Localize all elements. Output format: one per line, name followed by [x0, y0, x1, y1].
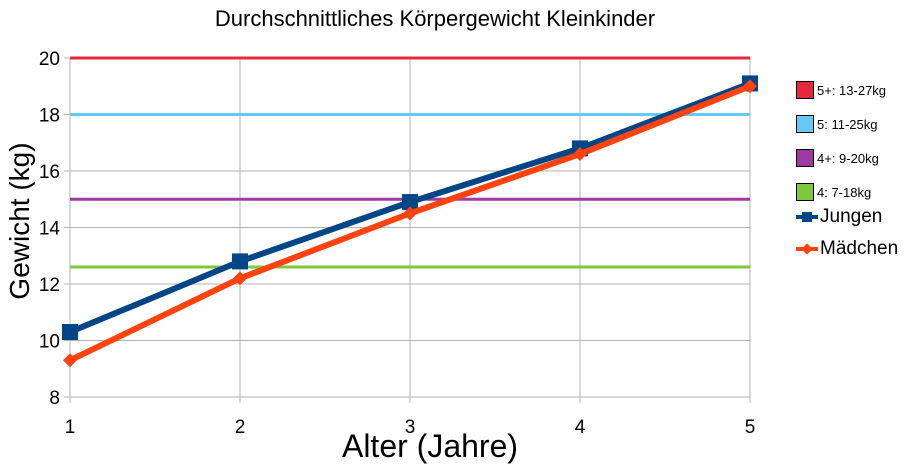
legend-item-ref-3: 4: 7-18kg — [796, 180, 910, 204]
legend-item-ref-0: 5+: 13-27kg — [796, 78, 910, 102]
legend-label: Jungen — [820, 206, 883, 227]
x-tick-label: 1 — [65, 417, 76, 438]
data-point — [233, 271, 247, 286]
data-point — [232, 253, 248, 270]
data-point — [743, 79, 757, 94]
y-tick-label: 20 — [39, 49, 60, 70]
legend-swatch — [796, 115, 814, 133]
data-point — [573, 147, 587, 162]
data-point — [62, 324, 78, 341]
chart-title: Durchschnittliches Körpergewicht Kleinki… — [214, 6, 656, 31]
legend-label: 5+: 13-27kg — [817, 82, 887, 98]
y-tick-label: 10 — [39, 332, 60, 353]
legend-item-series-1: Mädchen — [796, 236, 910, 262]
y-tick-label: 18 — [39, 106, 60, 127]
legend-swatch — [796, 149, 814, 167]
x-axis-label: Alter (Jahre) — [341, 428, 519, 464]
y-tick-label: 8 — [49, 388, 60, 409]
legend-swatch — [796, 81, 814, 99]
legend-line-marker — [796, 241, 818, 257]
x-tick-label: 3 — [405, 417, 416, 438]
legend-label: 4+: 9-20kg — [817, 150, 879, 166]
data-point — [403, 206, 417, 221]
legend-swatch — [796, 183, 814, 201]
y-tick-label: 12 — [39, 275, 60, 296]
legend-item-ref-2: 4+: 9-20kg — [796, 146, 910, 170]
legend-label: 4: 7-18kg — [817, 184, 872, 200]
y-axis-label: Gewicht (kg) — [4, 142, 35, 300]
legend: 5+: 13-27kg 5: 11-25kg 4+: 9-20kg 4: 7-1… — [796, 78, 910, 268]
x-tick-label: 4 — [575, 417, 586, 438]
legend-item-ref-1: 5: 11-25kg — [796, 112, 910, 136]
legend-item-series-0: Jungen — [796, 204, 910, 230]
y-tick-label: 16 — [39, 162, 60, 183]
data-point — [402, 194, 418, 211]
legend-label: 5: 11-25kg — [817, 116, 878, 132]
legend-line-marker — [796, 209, 818, 225]
x-tick-label: 5 — [745, 417, 756, 438]
y-tick-label: 14 — [39, 219, 61, 240]
legend-label: Mädchen — [820, 238, 899, 259]
data-point — [63, 353, 77, 368]
x-tick-label: 2 — [235, 417, 246, 438]
